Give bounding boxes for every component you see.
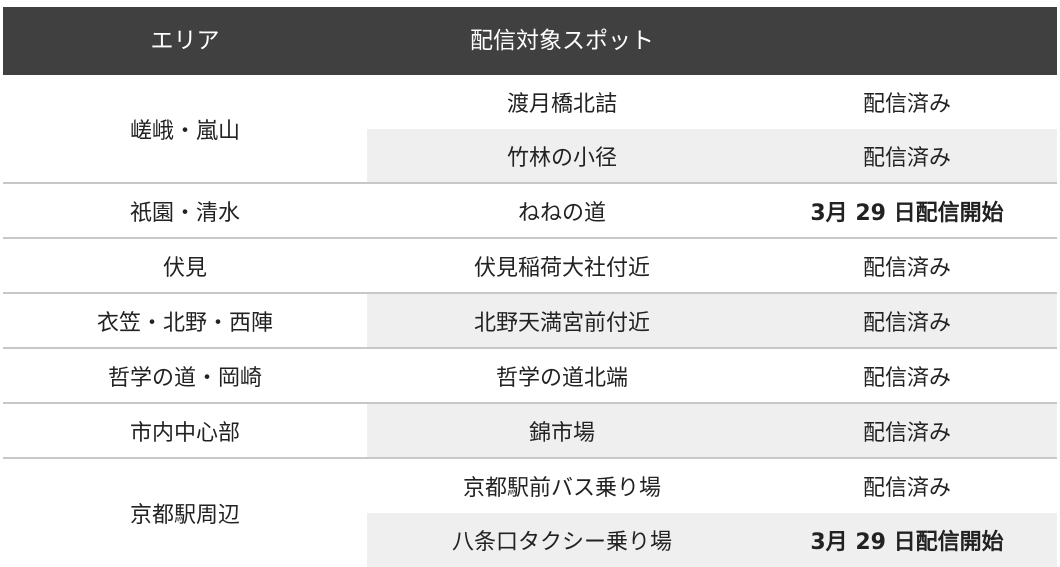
row-divider: [3, 347, 1057, 349]
table-header: エリア 配信対象スポット: [3, 7, 1057, 75]
header-status: [757, 7, 1057, 75]
status-cell: 配信済み: [862, 366, 951, 391]
spot-cell: 竹林の小径: [367, 129, 757, 183]
header-area: エリア: [150, 28, 220, 54]
spot-cell: 哲学の道北端: [495, 366, 628, 391]
spot-cell: ねねの道: [517, 201, 606, 226]
row-divider: [3, 457, 1057, 459]
area-cell: 哲学の道・岡崎: [107, 366, 262, 391]
area-cell: 衣笠・北野・西陣: [96, 311, 273, 336]
spot-cell: 八条口タクシー乗り場: [367, 513, 757, 567]
spot-cell: 京都駅前バス乗り場: [462, 476, 661, 501]
status-cell: 3月 29 日配信開始: [757, 513, 1057, 567]
row-divider: [3, 402, 1057, 404]
area-cell: 伏見: [162, 256, 207, 281]
status-cell: 配信済み: [862, 256, 951, 281]
spot-cell: 渡月橋北詰: [506, 92, 617, 117]
area-cell: 市内中心部: [129, 421, 240, 446]
area-cell: 嵯峨・嵐山: [129, 119, 240, 144]
spot-cell: 錦市場: [367, 404, 757, 458]
status-cell: 配信済み: [757, 129, 1057, 183]
spot-cell: 北野天満宮前付近: [367, 294, 757, 348]
row-divider: [3, 292, 1057, 294]
row-divider: [3, 237, 1057, 239]
status-cell: 3月 29 日配信開始: [810, 201, 1004, 226]
status-cell: 配信済み: [862, 476, 951, 501]
area-cell: 祇園・清水: [129, 201, 240, 226]
status-cell: 配信済み: [757, 404, 1057, 458]
header-spot: 配信対象スポット: [470, 28, 654, 54]
status-cell: 配信済み: [757, 294, 1057, 348]
status-cell: 配信済み: [862, 92, 951, 117]
area-cell: 京都駅周辺: [129, 503, 240, 528]
row-divider: [3, 182, 1057, 184]
spot-cell: 伏見稲荷大社付近: [473, 256, 650, 281]
